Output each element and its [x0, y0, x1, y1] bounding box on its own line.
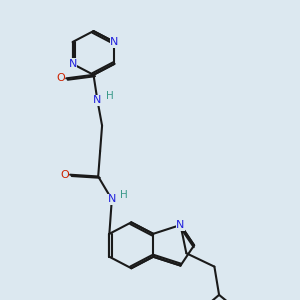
Text: O: O	[56, 74, 65, 83]
Text: N: N	[110, 37, 118, 47]
Text: N: N	[68, 59, 77, 69]
Text: O: O	[60, 170, 69, 180]
Text: H: H	[106, 91, 114, 101]
Text: N: N	[176, 220, 185, 230]
Text: H: H	[120, 190, 128, 200]
Text: N: N	[93, 95, 102, 105]
Text: N: N	[108, 194, 116, 204]
